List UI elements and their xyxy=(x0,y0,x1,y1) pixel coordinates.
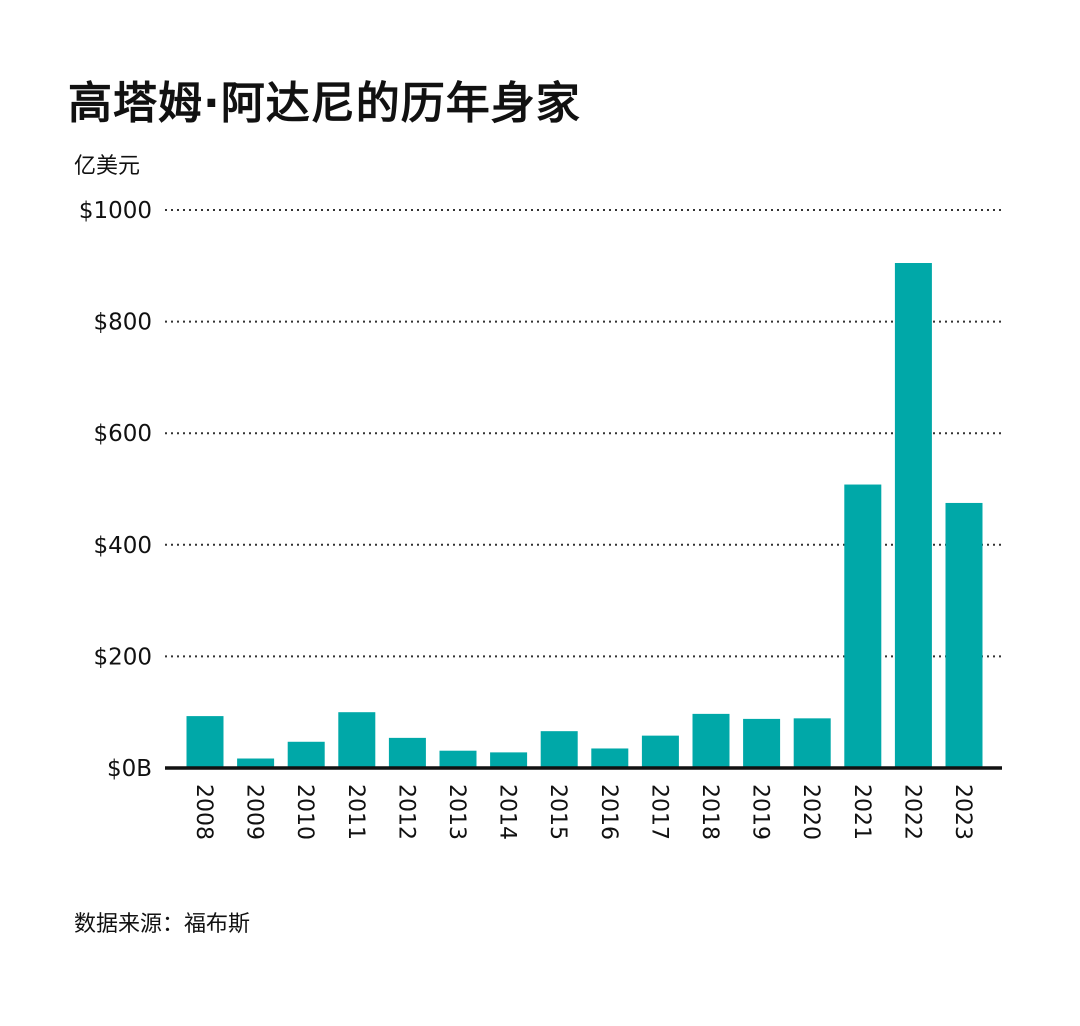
bar-2016 xyxy=(591,748,629,768)
y-tick-label: $800 xyxy=(93,310,152,336)
x-tick-label-2018: 2018 xyxy=(697,784,722,840)
x-tick-label-2015: 2015 xyxy=(545,784,570,840)
bar-2014 xyxy=(490,752,528,768)
x-tick-label-2016: 2016 xyxy=(596,784,621,840)
x-tick-label-2017: 2017 xyxy=(646,784,671,840)
bar-2011 xyxy=(338,712,376,768)
y-axis-unit-label: 亿美元 xyxy=(74,154,141,179)
x-tick-label-2011: 2011 xyxy=(343,784,368,840)
y-tick-label: $600 xyxy=(93,421,152,447)
x-tick-label-2009: 2009 xyxy=(242,784,267,840)
x-tick-label-2019: 2019 xyxy=(748,784,773,840)
y-tick-label: $1000 xyxy=(79,198,152,224)
x-tick-label-2012: 2012 xyxy=(393,784,418,840)
bar-2015 xyxy=(540,731,578,768)
bar-2020 xyxy=(793,718,831,768)
bar-2009 xyxy=(237,758,275,768)
bars xyxy=(186,263,983,768)
bar-2018 xyxy=(692,713,730,768)
y-tick-label: $0B xyxy=(107,756,152,782)
bar-2012 xyxy=(388,737,426,768)
x-axis-tick-labels: 2008 2009 2010 2011 2012 2013 2014 2015 2016 2017… xyxy=(191,784,975,840)
x-tick-label-2010: 2010 xyxy=(292,784,317,840)
x-tick-label-2023: 2023 xyxy=(950,784,975,840)
bar-2008 xyxy=(186,716,224,768)
bar-2013 xyxy=(439,750,477,768)
x-tick-label-2022: 2022 xyxy=(899,784,924,840)
x-tick-label-2021: 2021 xyxy=(849,784,874,840)
chart-title: 高塔姆·阿达尼的历年身家 xyxy=(68,78,581,129)
bar-2021 xyxy=(844,484,882,768)
bar-2023 xyxy=(945,502,983,768)
bar-2022 xyxy=(894,263,932,768)
bar-2019 xyxy=(743,718,781,768)
x-tick-label-2020: 2020 xyxy=(798,784,823,840)
y-tick-label: $400 xyxy=(93,533,152,559)
x-tick-label-2008: 2008 xyxy=(191,784,216,840)
x-tick-label-2014: 2014 xyxy=(495,784,520,840)
y-axis-tick-labels: $0B $200 $400 $600 $800 $1000 xyxy=(79,198,152,782)
y-tick-label: $200 xyxy=(93,644,152,670)
bar-2017 xyxy=(641,735,679,768)
bar-2010 xyxy=(287,741,325,768)
source-note: 数据来源：福布斯 xyxy=(74,912,251,937)
x-tick-label-2013: 2013 xyxy=(444,784,469,840)
